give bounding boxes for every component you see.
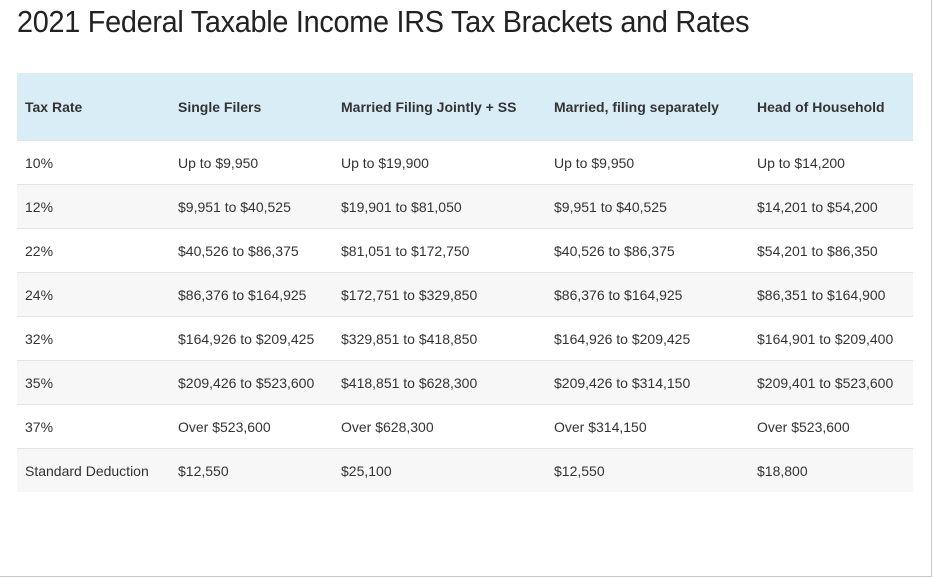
column-header: Married, filing separately [546, 73, 749, 141]
table-head: Tax Rate Single Filers Married Filing Join… [17, 73, 913, 141]
rate-cell: Standard Deduction [17, 448, 170, 492]
bracket-cell: $40,526 to $86,375 [170, 228, 333, 273]
bracket-cell: Up to $9,950 [546, 140, 749, 185]
rate-cell: 35% [17, 360, 170, 405]
bracket-cell: $12,550 [546, 448, 749, 492]
bracket-cell: $54,201 to $86,350 [749, 228, 913, 273]
bracket-cell: $86,351 to $164,900 [749, 272, 913, 317]
bracket-cell: Over $314,150 [546, 404, 749, 449]
table-row: Standard Deduction $12,550 $25,100 $12,550 $… [17, 448, 913, 492]
bracket-cell: $172,751 to $329,850 [333, 272, 546, 317]
bracket-cell: $14,201 to $54,200 [749, 184, 913, 229]
bracket-cell: $25,100 [333, 448, 546, 492]
tax-table: Tax Rate Single Filers Married Filing Join… [17, 73, 913, 492]
bracket-cell: $164,926 to $209,425 [546, 316, 749, 361]
bracket-cell: Up to $19,900 [333, 140, 546, 185]
table-row: 24% $86,376 to $164,925 $172,751 to $329,8… [17, 272, 913, 317]
bracket-cell: $12,550 [170, 448, 333, 492]
column-header: Married Filing Jointly + SS [333, 73, 546, 141]
bracket-cell: $164,901 to $209,400 [749, 316, 913, 361]
bracket-cell: $40,526 to $86,375 [546, 228, 749, 273]
bracket-cell: $86,376 to $164,925 [170, 272, 333, 317]
bracket-cell: $18,800 [749, 448, 913, 492]
bracket-cell: $9,951 to $40,525 [170, 184, 333, 229]
rate-cell: 32% [17, 316, 170, 361]
table-row: 10% Up to $9,950 Up to $19,900 Up to $9,950… [17, 140, 913, 185]
bracket-cell: Up to $14,200 [749, 140, 913, 185]
bracket-cell: Over $523,600 [749, 404, 913, 449]
bracket-cell: $19,901 to $81,050 [333, 184, 546, 229]
bracket-cell: $209,426 to $523,600 [170, 360, 333, 405]
bracket-cell: $81,051 to $172,750 [333, 228, 546, 273]
bracket-cell: $86,376 to $164,925 [546, 272, 749, 317]
column-header: Single Filers [170, 73, 333, 141]
bracket-cell: $209,426 to $314,150 [546, 360, 749, 405]
bracket-cell: $329,851 to $418,850 [333, 316, 546, 361]
table-row: 22% $40,526 to $86,375 $81,051 to $172,750… [17, 228, 913, 273]
column-header: Tax Rate [17, 73, 170, 141]
rate-cell: 12% [17, 184, 170, 229]
title: 2021 Federal Taxable Income IRS Tax Brac… [17, 4, 750, 39]
bracket-cell: Over $628,300 [333, 404, 546, 449]
bracket-cell: $164,926 to $209,425 [170, 316, 333, 361]
table-row: 12% $9,951 to $40,525 $19,901 to $81,050 $9… [17, 184, 913, 229]
bracket-cell: $9,951 to $40,525 [546, 184, 749, 229]
table-row: 35% $209,426 to $523,600 $418,851 to $628,… [17, 360, 913, 405]
rate-cell: 10% [17, 140, 170, 185]
table-body: 10% Up to $9,950 Up to $19,900 Up to $9,950… [17, 140, 913, 492]
bracket-cell: $418,851 to $628,300 [333, 360, 546, 405]
header-row: Tax Rate Single Filers Married Filing Join… [17, 73, 913, 141]
bracket-cell: $209,401 to $523,600 [749, 360, 913, 405]
bracket-cell: Over $523,600 [170, 404, 333, 449]
bracket-cell: Up to $9,950 [170, 140, 333, 185]
table-row: 37% Over $523,600 Over $628,300 Over $314,1… [17, 404, 913, 449]
rate-cell: 24% [17, 272, 170, 317]
rate-cell: 22% [17, 228, 170, 273]
rate-cell: 37% [17, 404, 170, 449]
column-header: Head of Household [749, 73, 913, 141]
table-row: 32% $164,926 to $209,425 $329,851 to $418,… [17, 316, 913, 361]
